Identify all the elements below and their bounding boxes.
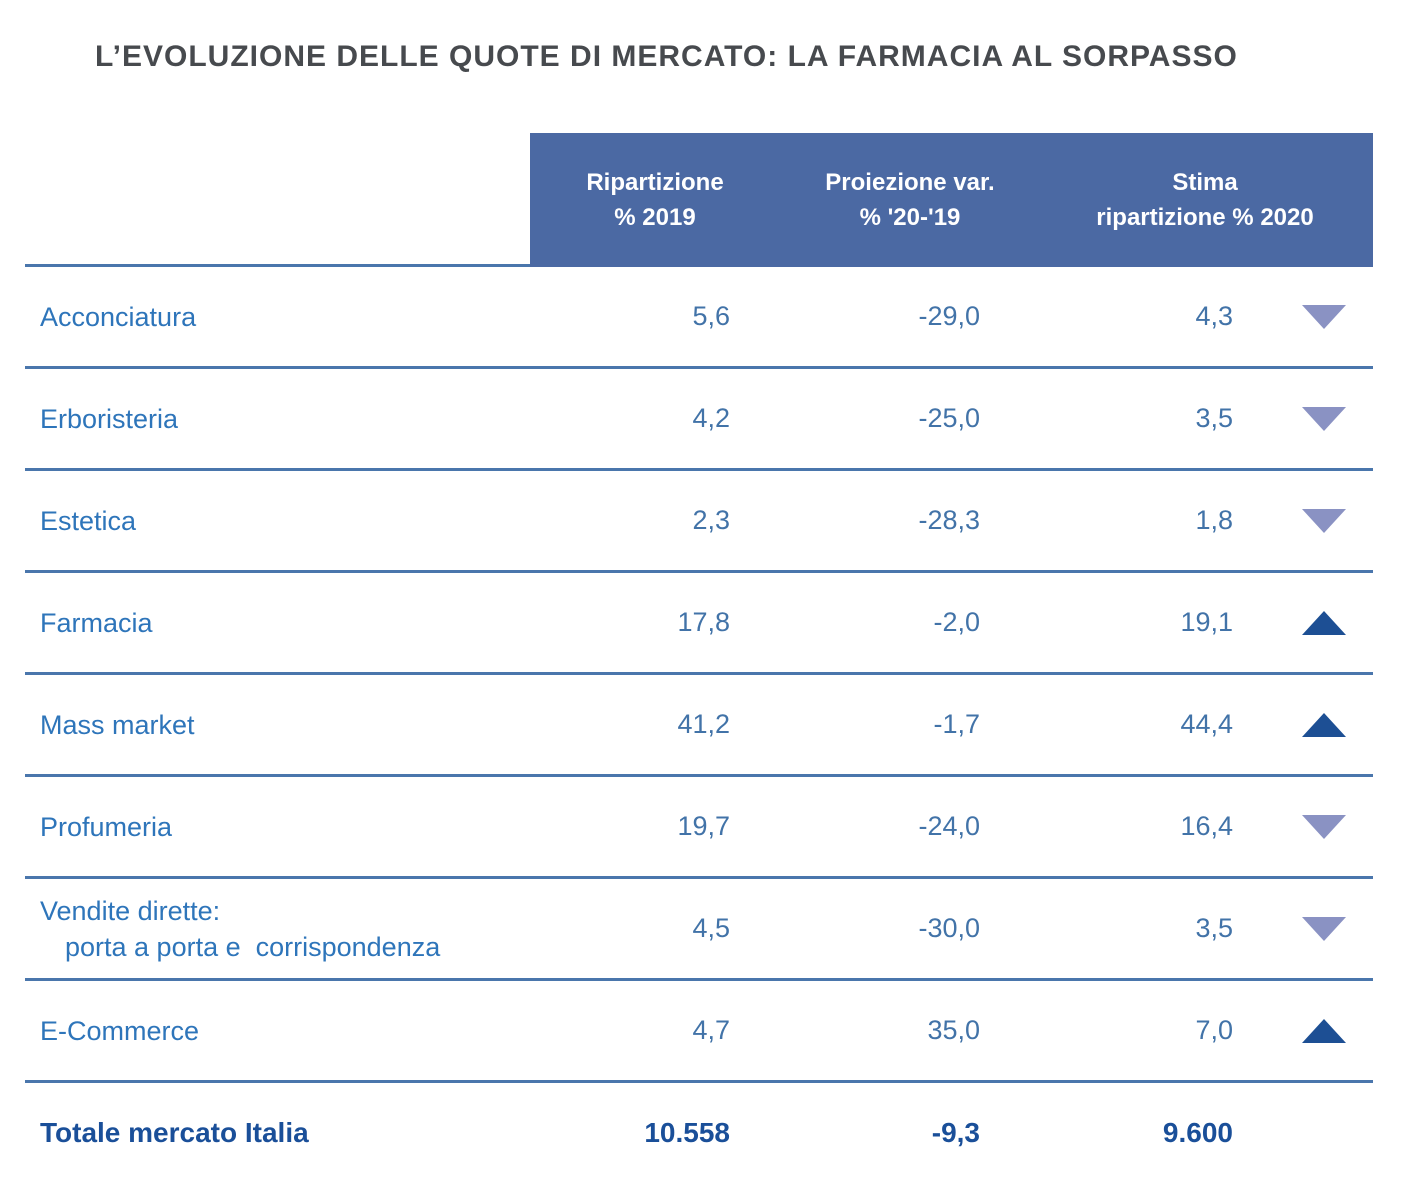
value-2020: 7,0: [1195, 1015, 1233, 1045]
value-2019: 5,6: [692, 301, 730, 331]
row-label: Vendite dirette: porta a porta e corrisp…: [25, 893, 510, 965]
value-var: -29,0: [918, 301, 980, 331]
row-label-line1: Vendite dirette:: [40, 895, 221, 926]
total-label: Totale mercato Italia: [25, 1115, 510, 1151]
page-title: L’EVOLUZIONE DELLE QUOTE DI MERCATO: LA …: [95, 40, 1238, 73]
value-2020: 3,5: [1195, 403, 1233, 433]
total-label-text: Totale mercato Italia: [40, 1117, 309, 1148]
trend-cell: [1233, 1018, 1373, 1043]
trend-cell: [1233, 304, 1373, 329]
table-row-acconciatura: Acconciatura 5,6 -29,0 4,3: [25, 267, 1373, 369]
table-row-total: Totale mercato Italia 10.558 -9,3 9.600: [25, 1083, 1373, 1183]
trend-cell: [1233, 712, 1373, 737]
trend-up-icon: [1302, 712, 1346, 737]
col-header-line2: % 2019: [614, 204, 696, 231]
col-header-line2: % '20-'19: [859, 204, 961, 231]
trend-up-icon: [1302, 1018, 1346, 1043]
value-2020: 19,1: [1180, 607, 1233, 637]
table-header: Ripartizione % 2019 Proiezione var. % '2…: [25, 133, 1373, 267]
row-label: E-Commerce: [25, 1013, 510, 1049]
value-2019: 41,2: [677, 709, 730, 739]
value-2020: 44,4: [1180, 709, 1233, 739]
table-row-ecommerce: E-Commerce 4,7 35,0 7,0: [25, 981, 1373, 1083]
total-value-2019: 10.558: [644, 1117, 730, 1148]
col-header-ripartizione-2019: Ripartizione % 2019: [586, 165, 723, 235]
total-value-2020: 9.600: [1162, 1117, 1233, 1148]
col-header-line1: Ripartizione: [586, 169, 724, 196]
header-spacer: [25, 133, 530, 267]
table-row-farmacia: Farmacia 17,8 -2,0 19,1: [25, 573, 1373, 675]
row-label-line1: Farmacia: [40, 607, 153, 638]
value-var: 35,0: [927, 1015, 980, 1045]
value-2019: 4,2: [692, 403, 730, 433]
table-row-erboristeria: Erboristeria 4,2 -25,0 3,5: [25, 369, 1373, 471]
trend-up-icon: [1302, 610, 1346, 635]
value-2020: 3,5: [1195, 913, 1233, 943]
value-var: -2,0: [933, 607, 980, 637]
trend-down-icon: [1302, 916, 1346, 941]
row-label-line1: Mass market: [40, 709, 195, 740]
value-2019: 4,7: [692, 1015, 730, 1045]
row-label: Farmacia: [25, 605, 510, 641]
row-label-line1: Profumeria: [40, 811, 173, 842]
value-2019: 2,3: [692, 505, 730, 535]
col-header-stima-2020: Stima ripartizione % 2020: [1096, 165, 1313, 235]
value-2020: 16,4: [1180, 811, 1233, 841]
total-value-var: -9,3: [931, 1117, 980, 1148]
table-row-profumeria: Profumeria 19,7 -24,0 16,4: [25, 777, 1373, 879]
value-2019: 17,8: [677, 607, 730, 637]
value-var: -30,0: [918, 913, 980, 943]
value-var: -24,0: [918, 811, 980, 841]
value-2020: 1,8: [1195, 505, 1233, 535]
col-header-proiezione-var: Proiezione var. % '20-'19: [825, 165, 994, 235]
row-label-line2: porta a porta e corrispondenza: [65, 931, 441, 962]
trend-cell: [1233, 406, 1373, 431]
col-header-line2: ripartizione % 2020: [1096, 204, 1314, 231]
row-label: Profumeria: [25, 809, 510, 845]
row-label: Acconciatura: [25, 299, 510, 335]
value-2019: 4,5: [692, 913, 730, 943]
table-row-estetica: Estetica 2,3 -28,3 1,8: [25, 471, 1373, 573]
trend-cell: [1233, 916, 1373, 941]
col-header-line1: Proiezione var.: [825, 169, 995, 196]
row-label-line1: Estetica: [40, 505, 137, 536]
row-label-line1: Erboristeria: [40, 403, 179, 434]
trend-down-icon: [1302, 814, 1346, 839]
trend-cell: [1233, 508, 1373, 533]
col-header-line1: Stima: [1172, 169, 1238, 196]
row-label: Mass market: [25, 707, 510, 743]
trend-down-icon: [1302, 304, 1346, 329]
table-row-mass-market: Mass market 41,2 -1,7 44,4: [25, 675, 1373, 777]
table-row-vendite-dirette: Vendite dirette: porta a porta e corrisp…: [25, 879, 1373, 981]
trend-cell: [1233, 814, 1373, 839]
value-var: -28,3: [918, 505, 980, 535]
trend-down-icon: [1302, 406, 1346, 431]
trend-cell: [1233, 610, 1373, 635]
row-label-line1: Acconciatura: [40, 301, 197, 332]
trend-down-icon: [1302, 508, 1346, 533]
value-2019: 19,7: [677, 811, 730, 841]
value-var: -25,0: [918, 403, 980, 433]
row-label: Estetica: [25, 503, 510, 539]
value-2020: 4,3: [1195, 301, 1233, 331]
market-share-table: Ripartizione % 2019 Proiezione var. % '2…: [25, 133, 1373, 1183]
header-block: Ripartizione % 2019 Proiezione var. % '2…: [530, 133, 1373, 267]
row-label: Erboristeria: [25, 401, 510, 437]
value-var: -1,7: [933, 709, 980, 739]
row-label-line1: E-Commerce: [40, 1015, 200, 1046]
